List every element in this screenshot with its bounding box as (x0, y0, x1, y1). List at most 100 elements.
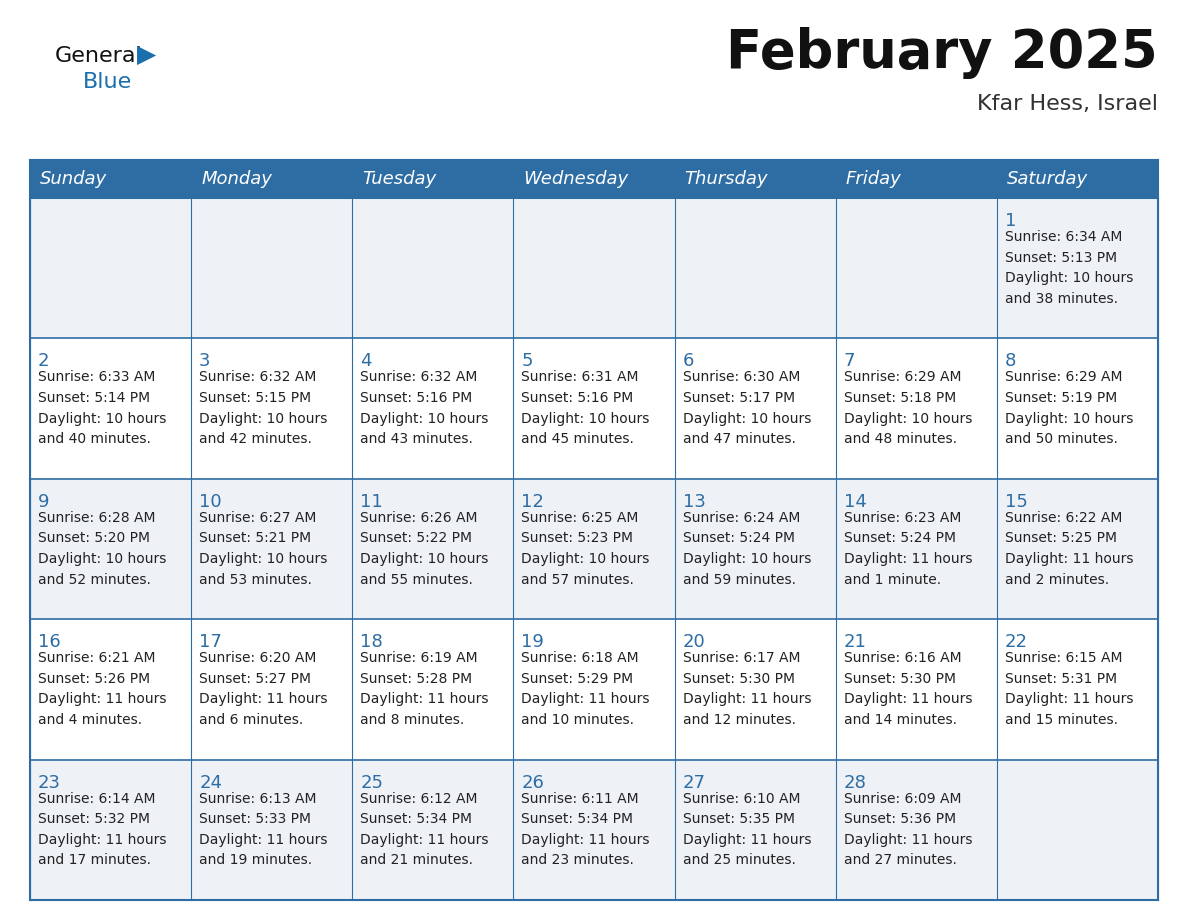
Text: 10: 10 (200, 493, 222, 510)
Text: 17: 17 (200, 633, 222, 651)
Bar (997, 759, 1158, 900)
Text: Kfar Hess, Israel: Kfar Hess, Israel (977, 94, 1158, 114)
Bar (353, 759, 513, 900)
Bar (30, 339, 191, 479)
Bar (513, 160, 675, 198)
Bar (997, 198, 1158, 339)
Text: 19: 19 (522, 633, 544, 651)
Text: 27: 27 (683, 774, 706, 791)
Text: 24: 24 (200, 774, 222, 791)
Bar (513, 479, 675, 620)
Bar (513, 198, 675, 339)
Text: Blue: Blue (83, 72, 132, 92)
Text: Sunrise: 6:12 AM
Sunset: 5:34 PM
Daylight: 11 hours
and 21 minutes.: Sunrise: 6:12 AM Sunset: 5:34 PM Dayligh… (360, 791, 488, 868)
Text: Wednesday: Wednesday (524, 170, 628, 188)
Text: 21: 21 (843, 633, 866, 651)
Bar (513, 339, 675, 479)
Text: Sunrise: 6:23 AM
Sunset: 5:24 PM
Daylight: 11 hours
and 1 minute.: Sunrise: 6:23 AM Sunset: 5:24 PM Dayligh… (843, 510, 972, 587)
Bar (675, 479, 835, 620)
Text: 7: 7 (843, 353, 855, 370)
Bar (835, 759, 997, 900)
Text: 11: 11 (360, 493, 383, 510)
Bar (191, 479, 353, 620)
Text: Sunrise: 6:24 AM
Sunset: 5:24 PM
Daylight: 10 hours
and 59 minutes.: Sunrise: 6:24 AM Sunset: 5:24 PM Dayligh… (683, 510, 811, 587)
Bar (30, 620, 191, 759)
Text: Sunrise: 6:16 AM
Sunset: 5:30 PM
Daylight: 11 hours
and 14 minutes.: Sunrise: 6:16 AM Sunset: 5:30 PM Dayligh… (843, 651, 972, 727)
Text: 13: 13 (683, 493, 706, 510)
Bar (835, 620, 997, 759)
Text: Sunrise: 6:33 AM
Sunset: 5:14 PM
Daylight: 10 hours
and 40 minutes.: Sunrise: 6:33 AM Sunset: 5:14 PM Dayligh… (38, 370, 166, 446)
Text: 6: 6 (683, 353, 694, 370)
Bar (30, 160, 191, 198)
Bar (997, 479, 1158, 620)
Text: Tuesday: Tuesday (362, 170, 436, 188)
Bar (353, 620, 513, 759)
Text: Sunrise: 6:18 AM
Sunset: 5:29 PM
Daylight: 11 hours
and 10 minutes.: Sunrise: 6:18 AM Sunset: 5:29 PM Dayligh… (522, 651, 650, 727)
Text: 15: 15 (1005, 493, 1028, 510)
Text: 26: 26 (522, 774, 544, 791)
Bar (191, 339, 353, 479)
Bar (353, 339, 513, 479)
Text: Monday: Monday (201, 170, 272, 188)
Bar (353, 198, 513, 339)
Bar (835, 198, 997, 339)
Bar (353, 479, 513, 620)
Bar (191, 620, 353, 759)
Bar (191, 160, 353, 198)
Text: Sunrise: 6:29 AM
Sunset: 5:18 PM
Daylight: 10 hours
and 48 minutes.: Sunrise: 6:29 AM Sunset: 5:18 PM Dayligh… (843, 370, 972, 446)
Text: Sunrise: 6:14 AM
Sunset: 5:32 PM
Daylight: 11 hours
and 17 minutes.: Sunrise: 6:14 AM Sunset: 5:32 PM Dayligh… (38, 791, 166, 868)
Text: Sunrise: 6:21 AM
Sunset: 5:26 PM
Daylight: 11 hours
and 4 minutes.: Sunrise: 6:21 AM Sunset: 5:26 PM Dayligh… (38, 651, 166, 727)
Text: Sunrise: 6:28 AM
Sunset: 5:20 PM
Daylight: 10 hours
and 52 minutes.: Sunrise: 6:28 AM Sunset: 5:20 PM Dayligh… (38, 510, 166, 587)
Bar (30, 479, 191, 620)
Bar (30, 759, 191, 900)
Bar (675, 198, 835, 339)
Text: Sunrise: 6:34 AM
Sunset: 5:13 PM
Daylight: 10 hours
and 38 minutes.: Sunrise: 6:34 AM Sunset: 5:13 PM Dayligh… (1005, 230, 1133, 306)
Text: Sunrise: 6:11 AM
Sunset: 5:34 PM
Daylight: 11 hours
and 23 minutes.: Sunrise: 6:11 AM Sunset: 5:34 PM Dayligh… (522, 791, 650, 868)
Bar (835, 339, 997, 479)
Text: Sunrise: 6:27 AM
Sunset: 5:21 PM
Daylight: 10 hours
and 53 minutes.: Sunrise: 6:27 AM Sunset: 5:21 PM Dayligh… (200, 510, 328, 587)
Text: 2: 2 (38, 353, 50, 370)
Text: Sunrise: 6:10 AM
Sunset: 5:35 PM
Daylight: 11 hours
and 25 minutes.: Sunrise: 6:10 AM Sunset: 5:35 PM Dayligh… (683, 791, 811, 868)
Bar (513, 759, 675, 900)
Text: 8: 8 (1005, 353, 1016, 370)
Bar (835, 160, 997, 198)
Text: Sunrise: 6:32 AM
Sunset: 5:16 PM
Daylight: 10 hours
and 43 minutes.: Sunrise: 6:32 AM Sunset: 5:16 PM Dayligh… (360, 370, 488, 446)
Bar (675, 160, 835, 198)
Text: Sunrise: 6:15 AM
Sunset: 5:31 PM
Daylight: 11 hours
and 15 minutes.: Sunrise: 6:15 AM Sunset: 5:31 PM Dayligh… (1005, 651, 1133, 727)
Text: 28: 28 (843, 774, 866, 791)
Text: Saturday: Saturday (1007, 170, 1088, 188)
Bar (675, 620, 835, 759)
Text: Sunrise: 6:26 AM
Sunset: 5:22 PM
Daylight: 10 hours
and 55 minutes.: Sunrise: 6:26 AM Sunset: 5:22 PM Dayligh… (360, 510, 488, 587)
Text: 3: 3 (200, 353, 210, 370)
Text: Sunday: Sunday (40, 170, 107, 188)
Text: 22: 22 (1005, 633, 1028, 651)
Bar (191, 759, 353, 900)
Text: 12: 12 (522, 493, 544, 510)
Bar (997, 620, 1158, 759)
Text: February 2025: February 2025 (726, 27, 1158, 79)
Bar (353, 160, 513, 198)
Text: 1: 1 (1005, 212, 1016, 230)
Bar (675, 759, 835, 900)
Text: 9: 9 (38, 493, 50, 510)
Text: Sunrise: 6:20 AM
Sunset: 5:27 PM
Daylight: 11 hours
and 6 minutes.: Sunrise: 6:20 AM Sunset: 5:27 PM Dayligh… (200, 651, 328, 727)
Text: 14: 14 (843, 493, 866, 510)
Text: 5: 5 (522, 353, 533, 370)
Text: 4: 4 (360, 353, 372, 370)
Text: Sunrise: 6:19 AM
Sunset: 5:28 PM
Daylight: 11 hours
and 8 minutes.: Sunrise: 6:19 AM Sunset: 5:28 PM Dayligh… (360, 651, 488, 727)
Bar (835, 479, 997, 620)
Text: Thursday: Thursday (684, 170, 769, 188)
Text: Sunrise: 6:29 AM
Sunset: 5:19 PM
Daylight: 10 hours
and 50 minutes.: Sunrise: 6:29 AM Sunset: 5:19 PM Dayligh… (1005, 370, 1133, 446)
Bar (191, 198, 353, 339)
Bar (997, 339, 1158, 479)
Text: Sunrise: 6:13 AM
Sunset: 5:33 PM
Daylight: 11 hours
and 19 minutes.: Sunrise: 6:13 AM Sunset: 5:33 PM Dayligh… (200, 791, 328, 868)
Text: Sunrise: 6:09 AM
Sunset: 5:36 PM
Daylight: 11 hours
and 27 minutes.: Sunrise: 6:09 AM Sunset: 5:36 PM Dayligh… (843, 791, 972, 868)
Text: Sunrise: 6:22 AM
Sunset: 5:25 PM
Daylight: 11 hours
and 2 minutes.: Sunrise: 6:22 AM Sunset: 5:25 PM Dayligh… (1005, 510, 1133, 587)
Bar (997, 160, 1158, 198)
Text: 25: 25 (360, 774, 384, 791)
Text: ▶: ▶ (137, 43, 157, 67)
Text: 23: 23 (38, 774, 61, 791)
Bar (675, 339, 835, 479)
Text: Sunrise: 6:30 AM
Sunset: 5:17 PM
Daylight: 10 hours
and 47 minutes.: Sunrise: 6:30 AM Sunset: 5:17 PM Dayligh… (683, 370, 811, 446)
Text: Sunrise: 6:17 AM
Sunset: 5:30 PM
Daylight: 11 hours
and 12 minutes.: Sunrise: 6:17 AM Sunset: 5:30 PM Dayligh… (683, 651, 811, 727)
